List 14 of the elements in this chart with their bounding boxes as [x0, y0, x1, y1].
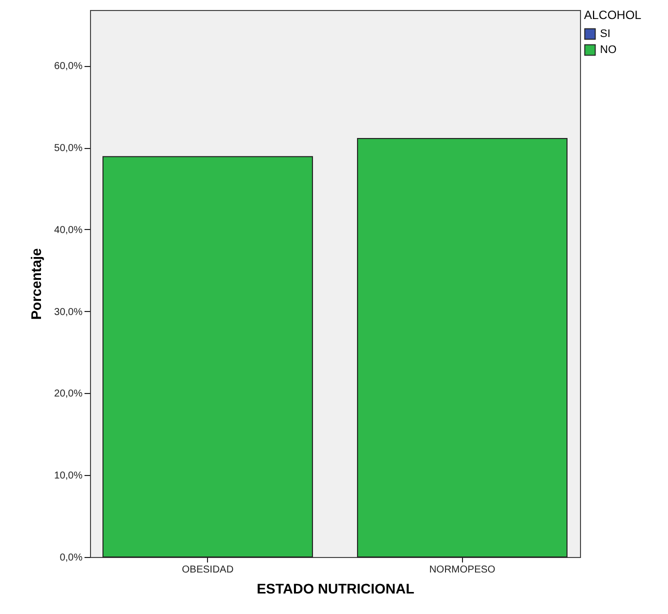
- legend-label: SI: [600, 28, 610, 40]
- y-tick-label: 10,0%: [54, 470, 83, 482]
- legend-title: ALCOHOL: [584, 8, 642, 22]
- x-axis-title: ESTADO NUTRICIONAL: [256, 580, 415, 596]
- x-tick-label: NORMOPESO: [429, 564, 496, 576]
- x-tick-label: OBESIDAD: [182, 564, 234, 576]
- y-tick-label: 0,0%: [60, 552, 83, 564]
- y-tick-label: 50,0%: [54, 143, 83, 154]
- y-tick-label: 20,0%: [54, 388, 83, 400]
- y-axis-title: Porcentaje: [28, 248, 44, 320]
- y-tick-label: 40,0%: [54, 224, 83, 236]
- y-tick-label: 60,0%: [54, 61, 83, 72]
- y-tick-label: 30,0%: [54, 306, 83, 318]
- legend-label: NO: [600, 44, 617, 56]
